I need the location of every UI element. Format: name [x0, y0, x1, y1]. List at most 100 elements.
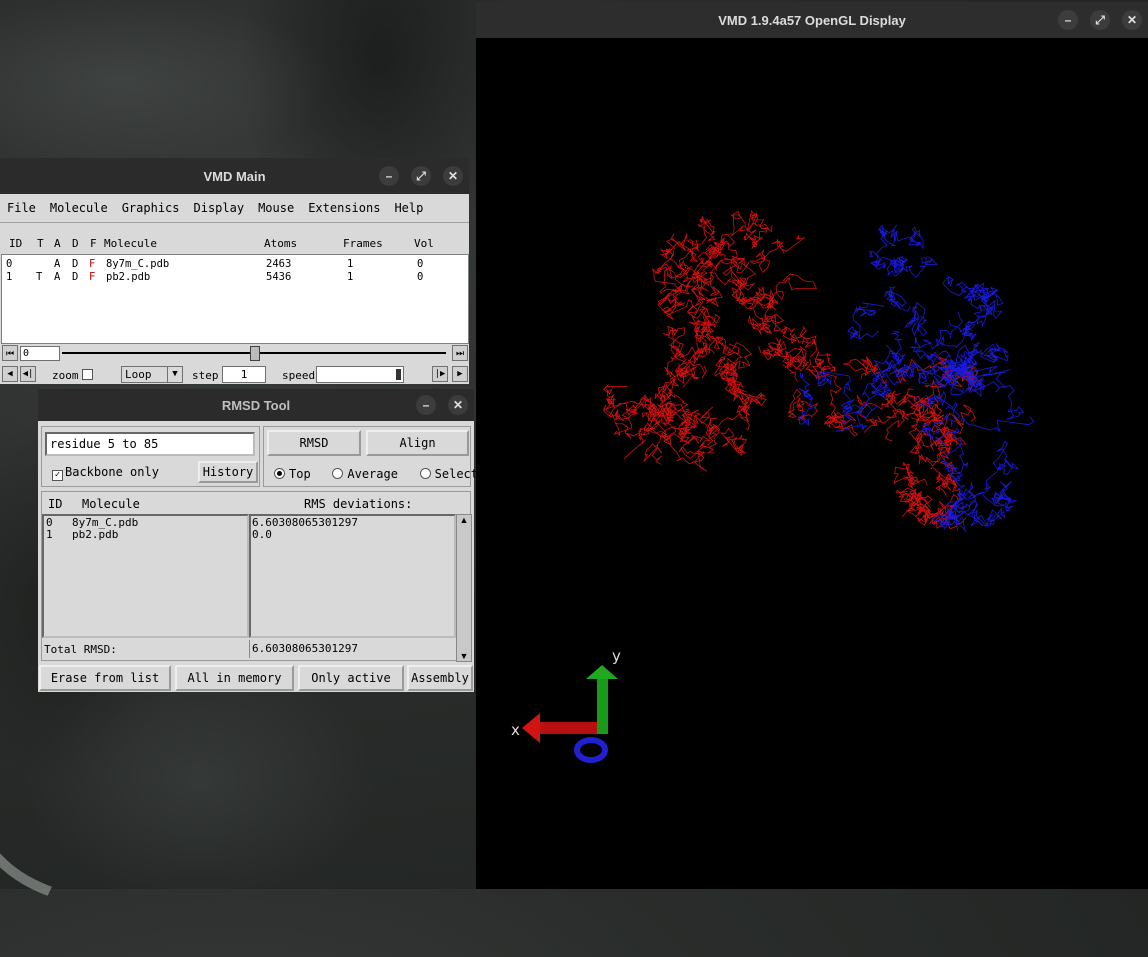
align-button[interactable]: Align — [366, 430, 469, 456]
chevron-down-icon[interactable]: ▼ — [167, 367, 182, 382]
speed-label: speed — [282, 369, 316, 382]
mol-drawn-flag[interactable]: D — [72, 271, 79, 283]
loop-select[interactable]: Loop ▼ — [121, 366, 183, 383]
gl-viewport[interactable]: x y — [476, 39, 1148, 889]
radio-top[interactable]: Top — [274, 467, 311, 481]
loop-value: Loop — [125, 368, 152, 381]
mol-atoms: 2463 — [266, 258, 292, 270]
rmsd-button[interactable]: RMSD — [267, 430, 361, 456]
radio-selected[interactable]: Selected — [419, 467, 492, 481]
mol-id: 0 — [6, 258, 13, 270]
only-active-button[interactable]: Only active — [298, 665, 404, 691]
results-scrollbar[interactable]: ▲ ▼ — [456, 514, 472, 662]
maximize-icon[interactable]: ⤢ — [411, 166, 431, 186]
last-frame-icon[interactable]: ⏭ — [452, 345, 468, 361]
reference-radio-group: Top Average Selected — [274, 467, 492, 481]
menu-extensions[interactable]: Extensions — [308, 201, 381, 215]
list-item[interactable]: 1 pb2.pdb — [46, 528, 119, 541]
first-frame-icon[interactable]: ⏮ — [2, 345, 18, 361]
play-forward-icon[interactable]: ▶ — [452, 366, 468, 382]
col-f: F — [90, 237, 97, 250]
menu-help[interactable]: Help — [394, 201, 424, 215]
mol-fixed-flag[interactable]: F — [89, 258, 96, 270]
frame-input[interactable]: 0 — [20, 346, 60, 361]
rms-results-list[interactable]: 6.60308065301297 0.0 — [249, 514, 456, 638]
menu-graphics[interactable]: Graphics — [121, 201, 180, 215]
close-icon[interactable]: ✕ — [1122, 10, 1142, 30]
mol-frames: 1 — [347, 258, 354, 270]
radio-average[interactable]: Average — [332, 467, 398, 481]
mol-active-flag[interactable]: A — [54, 258, 61, 270]
animation-controls: ◀ ◀| zoom Loop ▼ step 1 speed |▶ ▶ — [0, 364, 469, 384]
list-item[interactable]: 0 8y7m_C.pdb — [46, 516, 139, 529]
molecule-list-header: ID T A D F Molecule Atoms Frames Vol — [0, 234, 469, 254]
rmsd-tool-window[interactable]: RMSD Tool – ✕ residue 5 to 85 ✓ Backbone … — [38, 389, 492, 692]
maximize-icon[interactable]: ⤢ — [1090, 10, 1110, 30]
molecule-pb2-trace — [797, 224, 1035, 532]
step-value: 1 — [240, 368, 248, 381]
backbone-only-toggle[interactable]: ✓ Backbone only — [52, 465, 159, 481]
col-frames: Frames — [343, 237, 383, 250]
molecule-list[interactable]: 0 A D F 8y7m_C.pdb 2463 1 0 1 T A D F pb… — [1, 254, 469, 344]
minimize-icon[interactable]: – — [379, 166, 399, 186]
x-axis-icon — [534, 722, 600, 734]
molecule-results-list[interactable]: 0 8y7m_C.pdb 1 pb2.pdb — [42, 514, 249, 638]
step-forward-icon[interactable]: |▶ — [432, 366, 448, 382]
molecule-8y7m-trace — [602, 210, 983, 530]
mol-vol: 0 — [417, 258, 424, 270]
y-axis-label: y — [612, 647, 621, 665]
z-axis-icon — [574, 737, 608, 763]
scroll-up-icon[interactable]: ▲ — [459, 515, 469, 525]
rmsd-titlebar[interactable]: RMSD Tool – ✕ — [38, 389, 474, 421]
main-window-title: VMD Main — [203, 168, 266, 184]
close-icon[interactable]: ✕ — [448, 395, 468, 415]
results-col-molecule: Molecule — [82, 497, 140, 511]
minimize-icon[interactable]: – — [416, 395, 436, 415]
scroll-down-icon[interactable]: ▼ — [459, 651, 469, 661]
molecule-row[interactable]: 0 A D F 8y7m_C.pdb 2463 1 0 — [2, 258, 468, 271]
opengl-display-window[interactable]: VMD 1.9.4a57 OpenGL Display – ⤢ ✕ x y — [476, 2, 1148, 889]
mol-fixed-flag[interactable]: F — [89, 271, 96, 283]
step-back-icon[interactable]: ◀| — [20, 366, 36, 382]
gl-titlebar[interactable]: VMD 1.9.4a57 OpenGL Display – ⤢ ✕ — [476, 2, 1148, 38]
erase-from-list-button[interactable]: Erase from list — [39, 665, 171, 691]
results-col-rms: RMS deviations: — [304, 497, 413, 511]
selection-input[interactable]: residue 5 to 85 — [45, 432, 255, 456]
col-d: D — [72, 237, 79, 250]
frame-slider-thumb[interactable] — [250, 346, 260, 361]
mol-drawn-flag[interactable]: D — [72, 258, 79, 270]
col-atoms: Atoms — [264, 237, 298, 250]
all-in-memory-button[interactable]: All in memory — [175, 665, 294, 691]
mol-top-flag[interactable]: T — [36, 271, 43, 283]
backbone-only-checkbox[interactable]: ✓ — [52, 470, 63, 481]
col-vol: Vol — [414, 237, 434, 250]
vmd-main-window[interactable]: VMD Main – ⤢ ✕ File Molecule Graphics Di… — [0, 158, 469, 384]
col-id: ID — [9, 237, 23, 250]
menu-mouse[interactable]: Mouse — [258, 201, 295, 215]
close-icon[interactable]: ✕ — [443, 166, 463, 186]
play-reverse-icon[interactable]: ◀ — [2, 366, 18, 382]
menu-molecule[interactable]: Molecule — [49, 201, 108, 215]
mol-vol: 0 — [417, 271, 424, 283]
rms-value: 0.0 — [252, 528, 272, 541]
mol-name: pb2.pdb — [106, 271, 151, 283]
action-panel: RMSD Align Top Average Selected — [263, 426, 492, 487]
history-button[interactable]: History — [198, 461, 258, 483]
molecule-row[interactable]: 1 T A D F pb2.pdb 5436 1 0 — [2, 271, 468, 284]
assembly-button[interactable]: Assembly — [407, 665, 473, 691]
minimize-icon[interactable]: – — [1058, 10, 1078, 30]
main-titlebar[interactable]: VMD Main – ⤢ ✕ — [0, 158, 469, 194]
zoom-checkbox[interactable] — [82, 369, 93, 380]
step-label: step — [192, 369, 219, 382]
menu-file[interactable]: File — [7, 201, 36, 215]
rmsd-window-title: RMSD Tool — [221, 397, 291, 413]
menu-display[interactable]: Display — [193, 201, 245, 215]
col-t: T — [37, 237, 44, 250]
mol-name: 8y7m_C.pdb — [106, 258, 170, 270]
mol-active-flag[interactable]: A — [54, 271, 61, 283]
step-input[interactable]: 1 — [222, 366, 266, 383]
mol-id: 1 — [6, 271, 13, 283]
speed-slider[interactable] — [316, 366, 404, 383]
y-axis-icon — [597, 672, 608, 734]
mol-atoms: 5436 — [266, 271, 292, 283]
